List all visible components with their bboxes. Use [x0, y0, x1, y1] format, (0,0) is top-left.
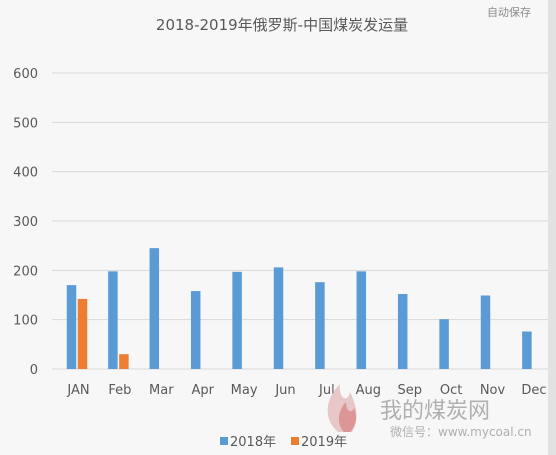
bar — [108, 271, 118, 369]
x-tick-label: Apr — [191, 383, 214, 398]
watermark-name: 我的煤炭网 — [380, 399, 490, 424]
y-tick-label: 0 — [30, 363, 38, 378]
x-tick-label: JAN — [66, 383, 89, 398]
bar — [66, 285, 77, 369]
legend-label: 2018年 — [230, 435, 276, 450]
x-tick-label: Dec — [521, 383, 546, 398]
window-edge — [548, 0, 556, 455]
x-tick-label: Jul — [318, 383, 335, 398]
bar — [232, 271, 242, 369]
bars — [66, 248, 532, 369]
x-tick-label: Nov — [480, 383, 506, 398]
y-tick-label: 500 — [13, 116, 38, 131]
bar — [522, 331, 532, 369]
legend-swatch — [291, 437, 299, 445]
legend: 2018年 2019年 — [220, 435, 347, 450]
x-tick-label: May — [231, 383, 258, 398]
x-tick-label: Jun — [274, 383, 295, 398]
watermark-url: www.mycoal.cn — [438, 425, 532, 439]
bar — [439, 319, 449, 369]
y-tick-label: 200 — [13, 264, 38, 279]
x-axis-categories: JAN Feb Mar Apr May Jun Jul Aug Sep Oct Nov Dec — [66, 383, 546, 398]
gridlines — [52, 72, 548, 370]
x-tick-label: Mar — [149, 383, 174, 398]
bar — [315, 282, 325, 369]
x-tick-label: Aug — [356, 383, 381, 398]
bar — [190, 291, 201, 369]
chart-title: 2018-2019年俄罗斯-中国煤炭发运量 — [156, 16, 408, 34]
y-tick-label: 100 — [13, 314, 38, 329]
y-tick-label: 400 — [13, 166, 38, 181]
watermark: 我的煤炭网 微信号： www.mycoal.cn — [327, 384, 532, 439]
bar — [356, 271, 367, 369]
bar — [397, 294, 408, 369]
bar — [119, 354, 129, 369]
autosave-label: 自动保存 — [487, 5, 531, 19]
bar — [480, 295, 491, 369]
x-tick-label: Oct — [440, 383, 462, 398]
legend-label: 2019年 — [301, 435, 347, 450]
y-axis-ticks: 0 100 200 300 400 500 600 — [13, 67, 38, 378]
bar — [273, 267, 284, 369]
x-tick-label: Sep — [397, 383, 422, 398]
bar — [149, 248, 160, 369]
x-tick-label: Feb — [108, 383, 131, 398]
y-tick-label: 600 — [13, 67, 38, 82]
legend-swatch — [220, 437, 228, 445]
y-tick-label: 300 — [13, 215, 38, 230]
watermark-account-prefix: 微信号： — [390, 425, 438, 439]
bar — [77, 298, 88, 369]
flame-logo-icon — [327, 384, 357, 432]
